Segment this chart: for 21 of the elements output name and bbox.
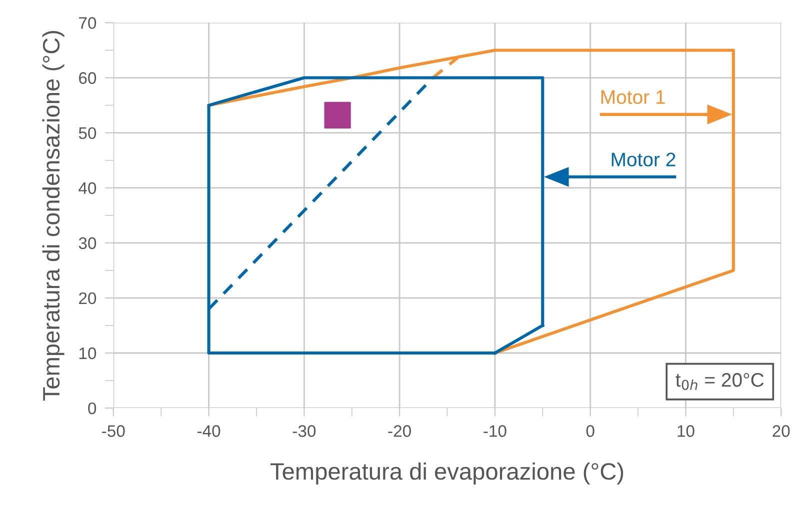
annotation: t$_{0h}$ = 20°C (676, 373, 764, 390)
x-tick-label: -10 (484, 425, 506, 437)
x-tick-label: 10 (678, 425, 694, 437)
text: Motor 1 (601, 90, 665, 104)
y-tick-label: 10 (79, 347, 96, 360)
y-axis-title: Temperatura di condensazione (°C) (42, 31, 64, 401)
y-tick-label: 60 (79, 72, 96, 84)
y-tick-label: 0 (88, 402, 96, 414)
x-tick-label: -20 (388, 425, 411, 437)
x-tick-label: -40 (197, 425, 220, 437)
y-tick-label: 50 (78, 127, 96, 140)
x-axis-title: Temperatura di evaporazione (°C) (270, 462, 624, 484)
y-tick-label: 20 (79, 292, 96, 304)
y-tick-label: 30 (78, 237, 96, 250)
x-tick-label: 20 (772, 425, 790, 437)
y-tick-label: 70 (79, 17, 96, 29)
y-tick-label: 40 (78, 182, 96, 194)
x-tick-label: -50 (102, 425, 125, 437)
x-tick-label: 0 (586, 425, 594, 437)
x-tick-label: -30 (292, 425, 316, 437)
text: Motor 2 (612, 152, 676, 166)
